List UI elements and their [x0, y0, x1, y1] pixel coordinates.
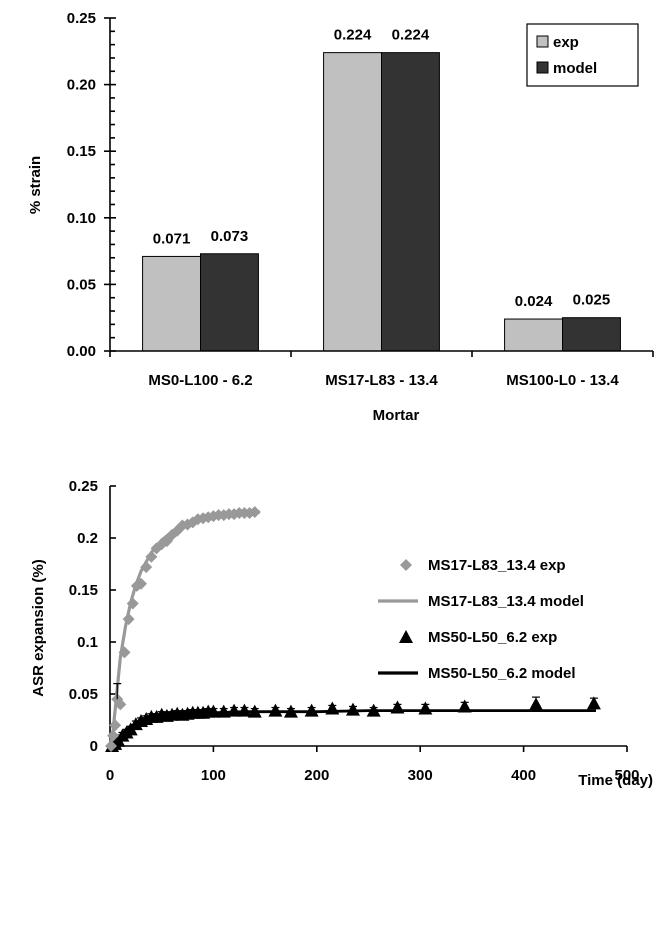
y-tick-label: 0.05 — [69, 686, 98, 703]
x-tick-label: 100 — [201, 767, 226, 784]
bar-exp — [142, 255, 201, 352]
bar-chart-legend: exp model — [526, 23, 639, 87]
x-tick-label: MS100-L0 - 13.4 — [506, 372, 619, 389]
bar-chart-y-axis: 0.00 0.05 0.10 0.15 0.20 0.25 — [67, 10, 116, 360]
data-point-diamond — [155, 538, 168, 551]
series-2 — [105, 696, 601, 752]
data-point-diamond — [171, 524, 184, 537]
data-point-triangle — [227, 703, 242, 717]
legend-label: MS17-L83_13.4 model — [428, 593, 584, 610]
y-tick-label: 0.25 — [69, 478, 98, 495]
expansion-chart-x-label: Time (day) — [578, 772, 653, 789]
expansion-chart-y-label: ASR expansion (%) — [30, 559, 47, 697]
data-point-diamond — [130, 579, 143, 592]
data-point-diamond — [248, 506, 261, 518]
x-tick-label: 500 — [614, 767, 639, 784]
series-0 — [105, 506, 261, 752]
y-tick-label: 0.10 — [67, 210, 96, 227]
data-point-diamond — [181, 518, 194, 531]
y-tick-label: 0 — [90, 738, 98, 755]
y-tick-label: 0.25 — [67, 10, 96, 27]
bar-model — [381, 52, 440, 352]
legend-swatch-exp — [536, 35, 549, 48]
y-tick-label: 0.15 — [67, 143, 96, 160]
data-point-triangle — [247, 704, 262, 718]
data-point-diamond — [114, 698, 127, 711]
data-point-triangle — [345, 702, 360, 716]
x-tick-label: 0 — [106, 767, 114, 784]
data-point-diamond — [109, 719, 122, 732]
data-point-diamond — [111, 693, 124, 706]
data-point-diamond — [207, 510, 220, 523]
data-point-triangle — [457, 699, 472, 713]
data-point-triangle — [366, 703, 381, 717]
data-point-diamond — [105, 740, 118, 752]
expansion-chart-y-axis: 0 0.05 0.1 0.15 0.2 0.25 — [69, 478, 116, 755]
x-tick-label: MS17-L83 - 13.4 — [325, 372, 438, 389]
data-point-diamond — [126, 597, 139, 610]
data-point-triangle — [418, 701, 433, 715]
legend-marker-triangle — [399, 630, 413, 643]
bar-chart-marks — [142, 52, 621, 352]
legend-label-model: model — [553, 60, 597, 77]
series-4 — [113, 683, 122, 700]
y-tick-label: 0.00 — [67, 343, 96, 360]
expansion-chart-x-axis: 0 100 200 300 400 500 — [106, 745, 640, 784]
legend-label: MS50-L50_6.2 model — [428, 665, 576, 682]
data-point-triangle — [304, 703, 319, 717]
x-tick-label: MS0-L100 - 6.2 — [148, 372, 252, 389]
expansion-chart-legend: MS17-L83_13.4 exp MS17-L83_13.4 model MS50… — [378, 557, 584, 682]
x-tick-label: 400 — [511, 767, 536, 784]
x-tick-label: 300 — [408, 767, 433, 784]
bar-exp — [504, 318, 563, 352]
x-tick-label: 200 — [304, 767, 329, 784]
legend-label: MS50-L50_6.2 exp — [428, 629, 557, 646]
legend-label-exp: exp — [553, 34, 579, 51]
data-point-triangle — [206, 704, 221, 718]
bar-model — [200, 253, 259, 352]
bar-data-label: 0.071 — [153, 230, 191, 247]
y-tick-label: 0.05 — [67, 276, 96, 293]
data-point-diamond — [118, 646, 131, 659]
data-point-triangle — [390, 700, 405, 714]
bar-chart-x-label: Mortar — [373, 407, 420, 424]
data-point-diamond — [160, 535, 173, 548]
data-point-diamond — [145, 550, 158, 563]
bar-data-label: 0.024 — [515, 293, 553, 310]
legend-label: MS17-L83_13.4 exp — [428, 557, 566, 574]
data-point-diamond — [217, 509, 230, 522]
data-point-diamond — [140, 561, 153, 574]
data-point-triangle — [283, 704, 298, 718]
legend-swatch-model — [536, 61, 549, 74]
data-point-diamond — [135, 577, 148, 590]
bar-chart-x-axis: MS0-L100 - 6.2 MS17-L83 - 13.4 MS100-L0 - … — [109, 350, 654, 389]
legend-marker-diamond — [400, 559, 412, 571]
bar-data-label: 0.025 — [573, 292, 611, 309]
expansion-chart-series — [105, 506, 601, 752]
y-tick-label: 0.2 — [77, 530, 98, 547]
data-point-diamond — [197, 512, 210, 525]
line-scatter-chart: 0 0.05 0.1 0.15 0.2 0.25 0 100 200 300 400 500 ASR… — [30, 478, 653, 789]
y-tick-label: 0.1 — [77, 634, 98, 651]
bar-data-label: 0.224 — [392, 27, 430, 44]
bar-exp — [323, 52, 382, 352]
bar-model — [562, 317, 621, 352]
y-tick-label: 0.20 — [67, 77, 96, 94]
data-point-triangle — [325, 701, 340, 715]
data-point-triangle — [216, 704, 231, 718]
bar-data-label: 0.073 — [211, 228, 249, 245]
bar-chart-data-labels: 0.071 0.073 0.224 0.224 0.024 0.025 — [153, 27, 610, 310]
data-point-triangle — [529, 697, 544, 711]
data-point-triangle — [237, 703, 252, 717]
data-point-triangle — [268, 703, 283, 717]
data-point-diamond — [122, 613, 135, 626]
data-point-triangle — [586, 696, 601, 710]
data-point-diamond — [107, 729, 120, 742]
bar-data-label: 0.224 — [334, 27, 372, 44]
bar-chart-y-label: % strain — [27, 156, 44, 214]
legend-box — [526, 23, 639, 87]
y-tick-label: 0.15 — [69, 582, 98, 599]
